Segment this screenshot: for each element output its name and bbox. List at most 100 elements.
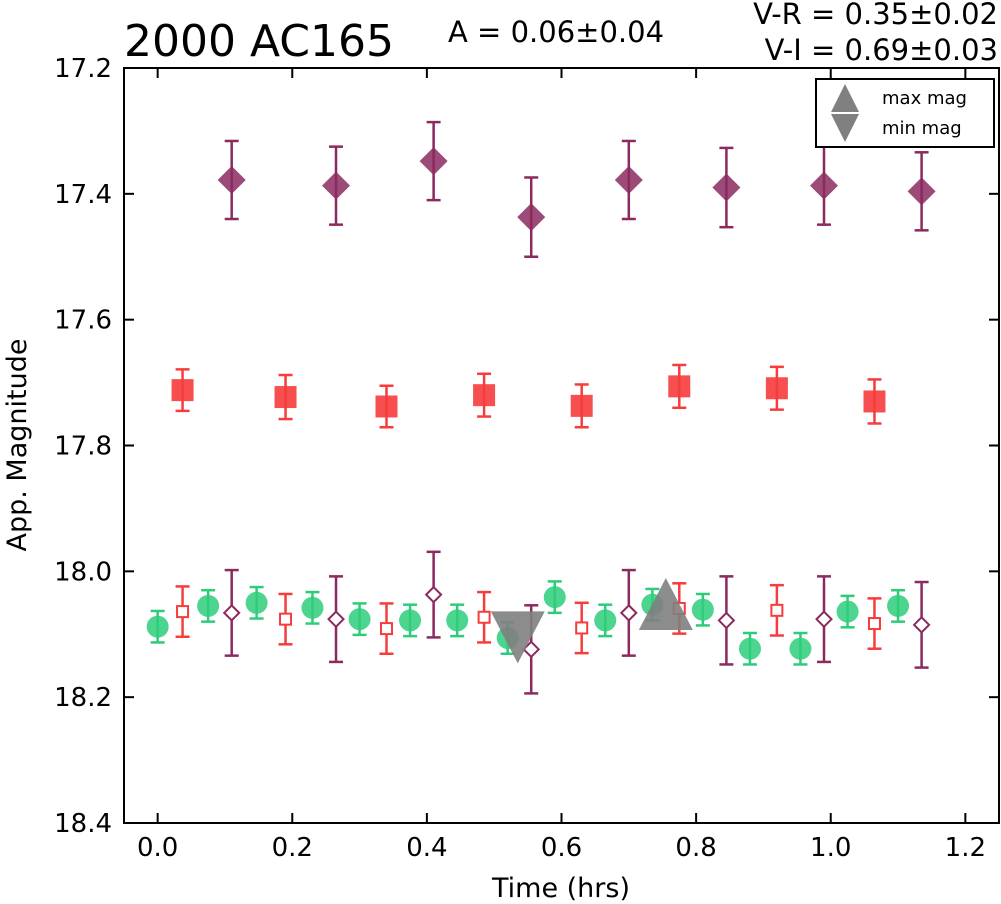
series-2-marker-4 — [348, 608, 371, 631]
series-3-point-7 — [867, 597, 882, 650]
series-1-point-0 — [171, 368, 194, 413]
series-2-marker-15 — [887, 594, 910, 617]
amplitude-label: A = 0.06±0.04 — [448, 15, 664, 49]
series-0-point-7 — [907, 151, 936, 232]
series-0-point-3 — [517, 176, 546, 258]
x-axis-label: Time (hrs) — [491, 873, 630, 904]
y-tick-label-5: 18.2 — [54, 683, 112, 713]
series-0-marker-0 — [217, 165, 246, 194]
legend-min-mag-marker — [831, 114, 859, 142]
x-tick-label-0: 0.0 — [137, 833, 178, 863]
series-4-point-5 — [717, 575, 736, 666]
series-2-marker-13 — [789, 637, 812, 660]
y-tick-label-2: 17.6 — [54, 306, 112, 336]
series-4-marker-7 — [912, 615, 931, 634]
series-4-marker-0 — [222, 603, 241, 622]
series-1-marker-1 — [274, 386, 297, 409]
axes-frame — [123, 67, 1000, 824]
series-3-marker-0 — [176, 605, 190, 619]
series-2-point-14 — [836, 594, 859, 629]
series-3-marker-7 — [867, 617, 881, 631]
x-tick-label-2: 0.4 — [406, 833, 447, 863]
x-tick-label-6: 1.2 — [945, 833, 986, 863]
series-2-point-11 — [691, 592, 714, 627]
extremum-min-mag-marker — [490, 611, 545, 664]
series-0-point-4 — [614, 139, 643, 221]
legend: max mag min mag — [815, 78, 995, 148]
series-2-point-8 — [543, 580, 566, 615]
x-tick-label-4: 0.8 — [675, 833, 716, 863]
series-0-marker-4 — [614, 165, 643, 194]
series-1-point-1 — [274, 373, 297, 421]
series-0-point-0 — [217, 139, 246, 221]
series-0-point-6 — [810, 145, 838, 226]
series-1-marker-5 — [668, 375, 691, 398]
legend-min-mag-label: min mag — [882, 118, 962, 139]
extremum-max-mag-marker — [638, 578, 693, 631]
series-2-point-2 — [245, 585, 268, 620]
series-4-marker-6 — [815, 610, 833, 629]
series-0-marker-7 — [907, 177, 936, 206]
series-4-point-2 — [424, 550, 443, 639]
series-2-point-5 — [399, 603, 422, 638]
series-1-marker-2 — [375, 395, 398, 418]
series-3-marker-3 — [477, 610, 491, 624]
x-tick-label-3: 0.6 — [541, 833, 582, 863]
series-0-point-1 — [322, 145, 351, 226]
series-2-marker-9 — [594, 609, 617, 632]
series-4-point-6 — [815, 575, 833, 664]
y-tick-label-4: 18.0 — [54, 557, 112, 587]
series-2-point-3 — [301, 590, 324, 625]
color-index-vr-label: V-R = 0.35±0.02 — [753, 0, 998, 31]
series-0-point-2 — [419, 120, 448, 202]
series-3-point-3 — [477, 590, 492, 644]
series-2-marker-1 — [197, 594, 220, 617]
series-4-point-4 — [619, 568, 638, 657]
series-3-point-1 — [278, 592, 293, 646]
y-tick-label-1: 17.4 — [54, 180, 112, 210]
series-3-point-2 — [379, 602, 394, 656]
series-0-marker-6 — [810, 171, 838, 200]
legend-max-mag-marker — [831, 84, 859, 112]
series-4-marker-5 — [717, 611, 736, 630]
series-4-point-1 — [327, 575, 345, 664]
series-4-marker-2 — [424, 585, 443, 604]
x-tick-label-5: 1.0 — [810, 833, 851, 863]
series-2-point-15 — [887, 588, 910, 623]
series-2-marker-5 — [399, 609, 422, 632]
series-1-marker-3 — [473, 384, 496, 407]
y-axis-label: App. Magnitude — [2, 339, 33, 552]
series-0-marker-1 — [322, 171, 351, 200]
series-0-marker-3 — [517, 203, 546, 232]
series-3-marker-2 — [380, 622, 393, 636]
series-2-marker-8 — [543, 586, 566, 609]
series-1-point-2 — [375, 384, 398, 429]
series-3-marker-1 — [279, 612, 293, 626]
series-2-point-1 — [197, 588, 220, 623]
chart-title: 2000 AC165 — [124, 16, 394, 67]
series-2-marker-11 — [691, 598, 714, 621]
series-2-point-12 — [738, 631, 761, 666]
series-2-marker-6 — [446, 609, 469, 632]
series-1-point-3 — [473, 372, 496, 418]
series-1-point-4 — [570, 383, 593, 429]
series-1-marker-7 — [863, 390, 886, 413]
axis-ticks: 0.0 0.2 0.4 0.6 0.8 1.0 1.2 17.2 17.4 17.6 17.8 18.… — [54, 54, 999, 863]
series-2-point-4 — [348, 602, 371, 637]
series-4-point-7 — [912, 580, 931, 669]
series-2-point-13 — [789, 631, 812, 666]
series-0-point-5 — [712, 146, 741, 229]
y-tick-label-0: 17.2 — [54, 54, 112, 84]
series-3-marker-4 — [575, 621, 589, 635]
series-0-marker-2 — [419, 147, 448, 176]
series-2-marker-2 — [245, 591, 268, 614]
x-tick-label-1: 0.2 — [272, 833, 313, 863]
series-1-point-5 — [668, 363, 691, 409]
series-2-marker-14 — [836, 600, 859, 623]
series-3-marker-6 — [770, 603, 784, 617]
series-1-marker-6 — [765, 377, 788, 400]
series-4-marker-4 — [619, 603, 638, 622]
series-2-marker-3 — [301, 596, 324, 619]
series-2-point-9 — [594, 603, 617, 638]
